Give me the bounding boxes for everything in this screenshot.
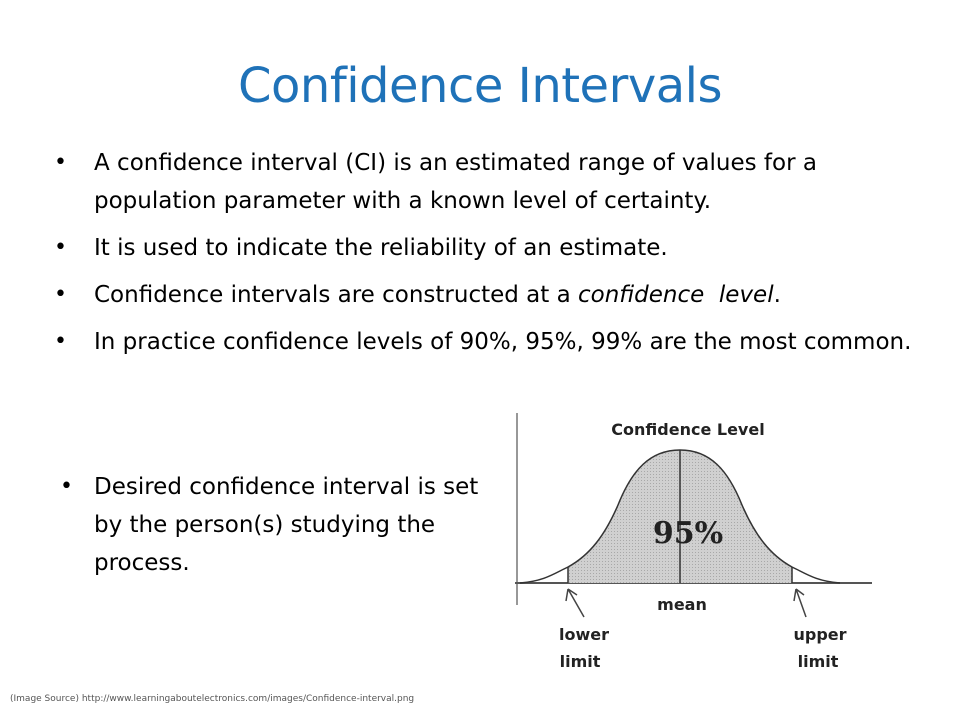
side-bullet-list: • Desired confidence interval is set by … — [54, 468, 484, 582]
lower-limit-label: limit — [560, 652, 601, 671]
bullet-item: • In practice confidence levels of 90%, … — [54, 323, 914, 361]
upper-limit-label: limit — [798, 652, 839, 671]
bullet-item: • Confidence intervals are constructed a… — [54, 276, 914, 314]
bullet-text: It is used to indicate the reliability o… — [94, 235, 668, 261]
lower-arrow-icon — [565, 588, 585, 618]
bullet-item: • A confidence interval (CI) is an estim… — [54, 144, 914, 220]
lower-label: lower — [559, 625, 609, 644]
bullet-text-end: . — [773, 282, 781, 308]
slide-title: Confidence Intervals — [238, 58, 722, 114]
bullet-marker: • — [54, 150, 67, 175]
bullet-text: Desired confidence interval is set by th… — [94, 474, 479, 576]
image-source-caption: (Image Source) http://www.learningaboute… — [10, 694, 415, 704]
bullet-text: Confidence intervals are constructed at … — [94, 282, 578, 308]
bullet-text: In practice confidence levels of 90%, 95… — [94, 329, 912, 355]
bullet-marker: • — [54, 282, 67, 307]
bullet-emphasis: confidence level — [578, 282, 774, 308]
bullet-list: • A confidence interval (CI) is an estim… — [54, 144, 914, 370]
bullet-item: • Desired confidence interval is set by … — [54, 468, 484, 582]
bullet-marker: • — [60, 474, 73, 499]
upper-arrow-icon — [793, 588, 807, 618]
upper-label: upper — [793, 625, 846, 644]
figure-header: Confidence Level — [611, 420, 764, 439]
percent-label: 95% — [653, 516, 723, 551]
mean-label: mean — [657, 595, 707, 614]
bullet-item: • It is used to indicate the reliability… — [54, 229, 914, 267]
bullet-text: A confidence interval (CI) is an estimat… — [94, 150, 817, 214]
confidence-figure: Confidence Level 95% mean lower limit up… — [500, 405, 880, 680]
bell-curve-figure: Confidence Level 95% mean lower limit up… — [515, 413, 872, 671]
bullet-marker: • — [54, 235, 67, 260]
bullet-marker: • — [54, 329, 67, 354]
